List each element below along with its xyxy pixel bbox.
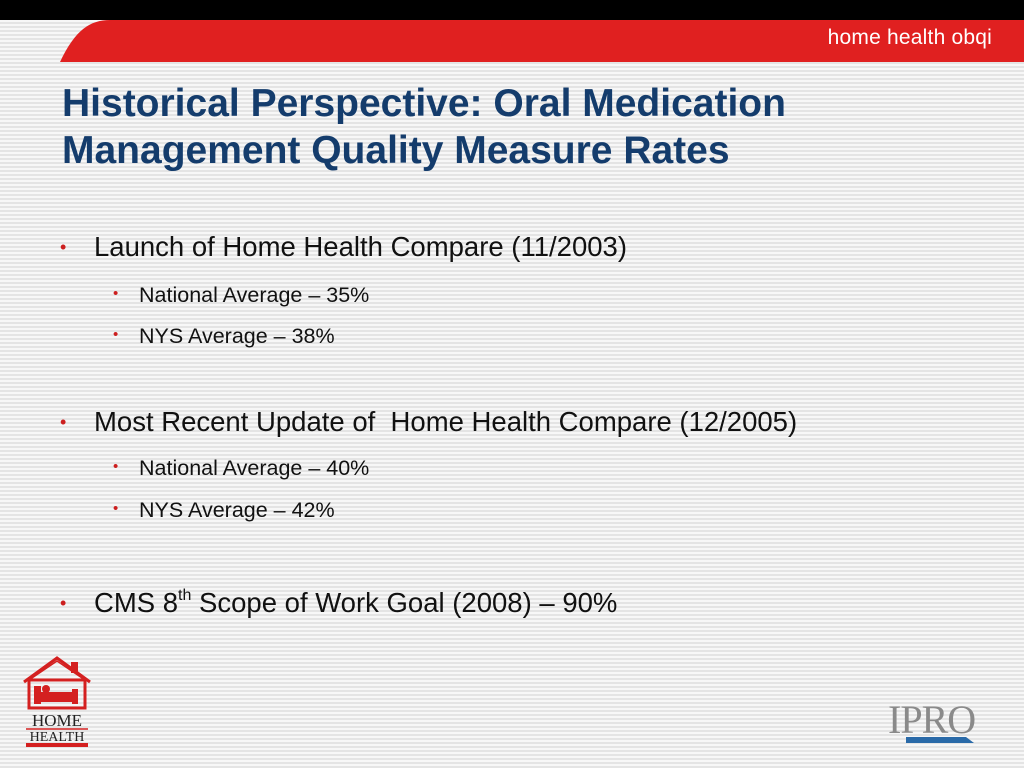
banner-label: home health obqi xyxy=(827,26,992,49)
bullet-item: • CMS 8th Scope of Work Goal (2008) – 90… xyxy=(60,587,617,619)
logo-text-health: HEALTH xyxy=(30,730,85,745)
bullet-dot-icon: • xyxy=(113,500,119,517)
logo-text-ipro: IPRO xyxy=(888,697,975,742)
ipro-logo: IPRO xyxy=(886,697,988,743)
sub-bullet-item: • NYS Average – 38% xyxy=(113,324,335,349)
bullet-item: • Launch of Home Health Compare (11/2003… xyxy=(60,231,627,263)
sub-bullet-item: • NYS Average – 42% xyxy=(113,498,335,523)
sub-bullet-text: National Average – 35% xyxy=(139,283,370,307)
sub-bullet-text: NYS Average – 38% xyxy=(139,324,335,348)
banner-shape xyxy=(0,0,1024,62)
header-banner: home health obqi xyxy=(0,0,1024,62)
bullet-text-prefix: CMS 8 xyxy=(94,587,179,618)
bullet-text-suffix: Scope of Work Goal (2008) – 90% xyxy=(191,587,618,618)
slide-title-line-1: Historical Perspective: Oral Medication xyxy=(62,82,786,125)
bullet-dot-icon: • xyxy=(113,285,119,302)
bullet-dot-icon: • xyxy=(60,412,67,432)
bullet-dot-icon: • xyxy=(113,458,119,475)
house-icon: HOME HEALTH xyxy=(23,656,91,747)
sub-bullet-item: • National Average – 40% xyxy=(113,456,370,481)
bullet-text: Launch of Home Health Compare (11/2003) xyxy=(94,231,627,262)
bullet-item: • Most Recent Update of Home Health Comp… xyxy=(60,406,798,438)
home-health-logo: HOME HEALTH xyxy=(20,656,94,748)
sub-bullet-text: National Average – 40% xyxy=(139,456,370,480)
bullet-dot-icon: • xyxy=(60,593,67,613)
sub-bullet-item: • National Average – 35% xyxy=(113,283,370,308)
slide-title: Historical Perspective: Oral Medication … xyxy=(62,80,992,174)
bullet-text: CMS 8th Scope of Work Goal (2008) – 90% xyxy=(94,587,617,618)
sub-bullet-text: NYS Average – 42% xyxy=(139,498,335,522)
bullet-text: Most Recent Update of Home Health Compar… xyxy=(94,406,798,437)
bullet-dot-icon: • xyxy=(113,326,119,343)
ipro-logo-mark: IPRO xyxy=(888,697,976,743)
bullet-dot-icon: • xyxy=(60,237,67,257)
slide-title-line-2: Management Quality Measure Rates xyxy=(62,129,730,172)
logo-text-home: HOME xyxy=(32,711,82,730)
bullet-text-superscript: th xyxy=(178,586,192,604)
